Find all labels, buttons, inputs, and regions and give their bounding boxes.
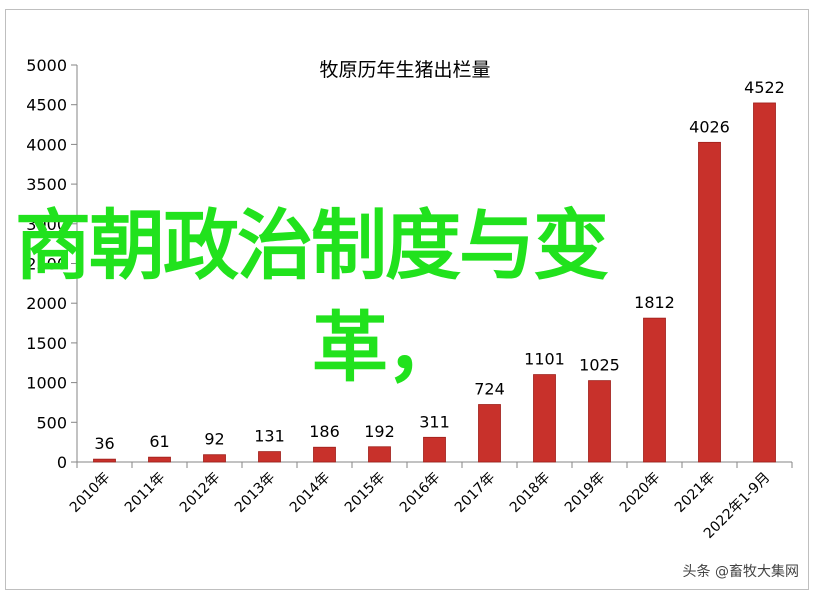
bar xyxy=(258,451,281,463)
bar xyxy=(533,374,556,463)
bar xyxy=(313,446,336,463)
overlay-headline-line1: 商朝政治制度与变 xyxy=(15,201,609,290)
x-tick-label: 2019年 xyxy=(562,470,608,516)
data-label: 192 xyxy=(364,422,395,441)
x-axis: 2010年 2011年 2012年 2013年 2014年 2015年 2016年 2017年… xyxy=(67,461,793,542)
data-label: 4522 xyxy=(744,78,785,97)
bars xyxy=(93,102,776,463)
bar xyxy=(588,380,611,463)
chart-title: 牧原历年生猪出栏量 xyxy=(319,59,490,81)
data-label: 186 xyxy=(309,422,340,441)
data-labels: 36 61 92 131 186 192 311 724 1101 1025 1812 4026 452… xyxy=(94,78,785,453)
x-tick-label: 2012年 xyxy=(177,470,223,516)
data-label: 61 xyxy=(149,432,169,451)
x-tick-label: 2013年 xyxy=(232,470,278,516)
x-tick-label: 2016年 xyxy=(397,470,443,516)
bar xyxy=(698,141,721,463)
watermark: 头条 @畜牧大集网 xyxy=(682,564,799,580)
y-axis: 0 500 1000 1500 2000 2500 3000 3500 4000 4500 5000 xyxy=(26,56,78,472)
bar xyxy=(643,317,666,463)
y-tick-label: 5000 xyxy=(26,56,67,75)
y-tick-label: 3500 xyxy=(26,175,67,194)
x-tick-label: 2017年 xyxy=(452,470,498,516)
data-label: 4026 xyxy=(689,117,730,136)
data-label: 131 xyxy=(254,427,285,446)
y-tick-label: 1000 xyxy=(26,374,67,393)
x-tick-label: 2010年 xyxy=(67,470,113,516)
y-tick-label: 500 xyxy=(36,413,67,432)
y-tick-label: 0 xyxy=(57,453,67,472)
data-label: 92 xyxy=(204,430,224,449)
x-tick-label: 2021年 xyxy=(672,470,718,516)
y-tick-label: 2000 xyxy=(26,294,67,313)
data-label: 724 xyxy=(474,380,505,399)
y-tick-label: 3000 xyxy=(26,215,67,234)
y-tick-label: 4500 xyxy=(26,96,67,115)
bar xyxy=(753,102,776,463)
bar xyxy=(423,436,446,463)
chart-frame xyxy=(5,9,809,590)
bar xyxy=(478,404,501,463)
data-label: 311 xyxy=(419,412,450,431)
data-label: 1025 xyxy=(579,356,620,375)
x-tick-label: 2020年 xyxy=(617,470,663,516)
y-tick-label: 4000 xyxy=(26,135,67,154)
data-label: 1812 xyxy=(634,293,675,312)
x-tick-label: 2018年 xyxy=(507,470,553,516)
bar xyxy=(368,446,391,463)
y-tick-label: 1500 xyxy=(26,334,67,353)
x-tick-label: 2011年 xyxy=(122,470,168,516)
x-tick-label: 2014年 xyxy=(287,470,333,516)
bar xyxy=(203,454,226,463)
y-tick-label: 2500 xyxy=(26,255,67,274)
data-label: 36 xyxy=(94,434,114,453)
data-label: 1101 xyxy=(524,350,565,369)
bar xyxy=(148,456,171,463)
overlay-headline-line2: 革， xyxy=(312,303,462,392)
bar xyxy=(93,458,116,463)
x-tick-label: 2015年 xyxy=(342,470,388,516)
